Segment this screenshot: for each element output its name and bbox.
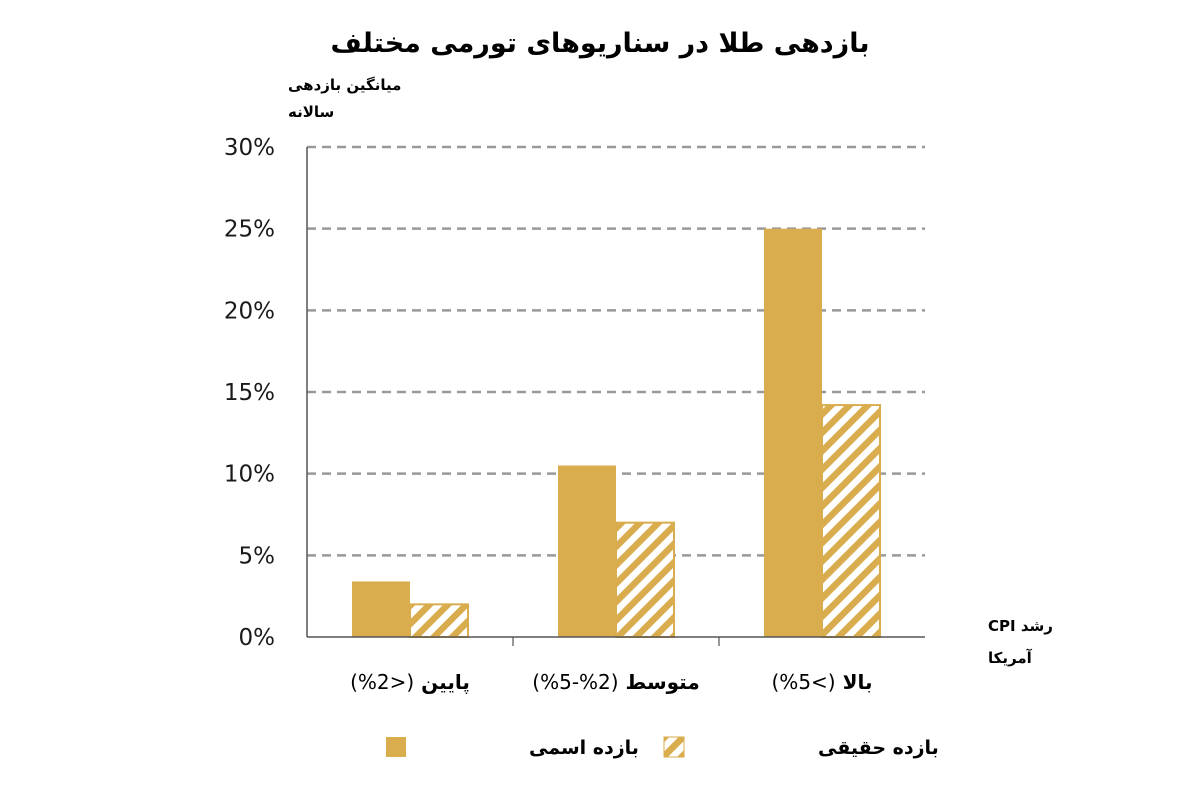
y-tick-label: 10%: [224, 462, 275, 488]
category-name: پایین: [414, 670, 470, 695]
bar-nominal: [764, 228, 822, 637]
legend-swatch-nominal: [386, 737, 406, 757]
category-label: پایین (<2%): [350, 670, 470, 695]
y-ticks: 0% 5% 10% 15% 20% 25% 30%: [224, 135, 275, 651]
category-range: (2%-5%): [532, 670, 618, 694]
legend-swatch-real: [663, 736, 685, 758]
category-label: بالا (>5%): [772, 670, 873, 694]
y-tick-label: 5%: [239, 543, 276, 569]
y-tick-label: 0%: [239, 625, 276, 651]
chart-title: بازدهی طلا در سناریوهای تورمی مختلف: [331, 28, 870, 59]
y-tick-label: 30%: [224, 135, 275, 161]
category-range: (>5%): [772, 670, 836, 694]
y-tick-label: 20%: [224, 298, 275, 324]
category-name: متوسط: [619, 670, 700, 694]
category-label: متوسط (2%-5%): [532, 670, 699, 694]
bars: [352, 228, 881, 639]
category-labels: پایین (<2%) متوسط (2%-5%) بالا (>5%): [350, 670, 872, 695]
bar-real: [615, 521, 675, 639]
x-axis-label-line-1: رشد CPI: [988, 617, 1053, 635]
y-tick-label: 15%: [224, 380, 275, 406]
bar-real: [409, 603, 469, 638]
axes: [306, 147, 925, 646]
legend-label-nominal: بازده اسمی: [529, 737, 639, 759]
category-range: (<2%): [350, 670, 414, 694]
bar-real: [821, 404, 881, 639]
legend-item-nominal: بازده اسمی: [386, 737, 639, 759]
legend-label-real: بازده حقیقی: [818, 737, 939, 759]
y-axis-label-line-2: سالانه: [288, 103, 334, 121]
y-axis-label-line-1: میانگین بازدهی: [288, 76, 401, 94]
y-tick-label: 25%: [224, 217, 275, 243]
bar-nominal: [352, 581, 410, 637]
x-axis-label-line-2: آمریکا: [988, 649, 1033, 667]
bar-nominal: [558, 465, 616, 637]
legend-item-real: بازده حقیقی: [663, 736, 939, 759]
legend: بازده اسمی بازده حقیقی: [386, 736, 939, 759]
category-name: بالا: [836, 670, 873, 694]
